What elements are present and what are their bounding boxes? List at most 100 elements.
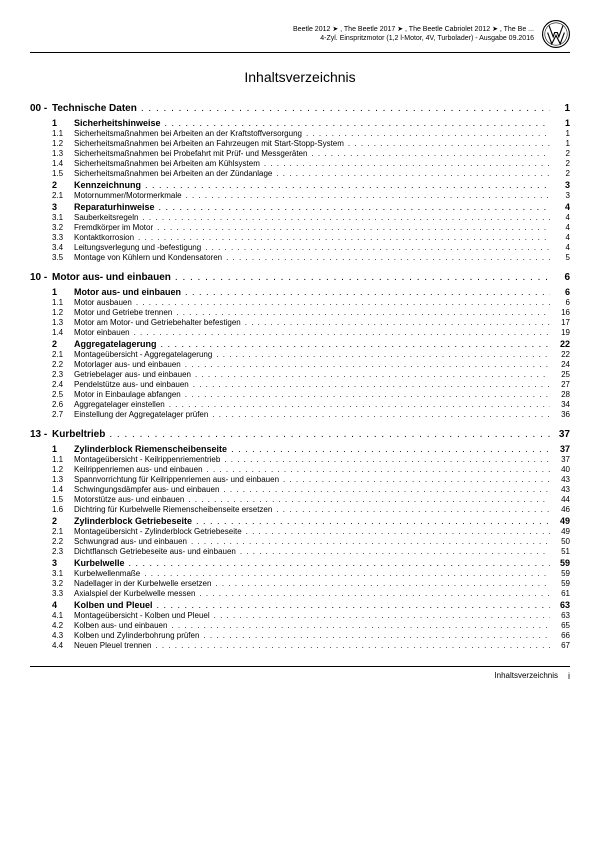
leader-dots: . . . . . . . . . . . . . . . . . . . . … xyxy=(185,287,550,297)
chapter-label: Kurbeltrieb xyxy=(52,429,109,440)
page-footer: Inhaltsverzeichnis i xyxy=(30,666,570,681)
entry-number: 2.3 xyxy=(52,547,74,556)
leader-dots: . . . . . . . . . . . . . . . . . . . . … xyxy=(193,380,550,389)
leader-dots: . . . . . . . . . . . . . . . . . . . . … xyxy=(276,505,550,514)
leader-dots: . . . . . . . . . . . . . . . . . . . . … xyxy=(159,202,550,212)
toc-chapter: 00 -Technische Daten. . . . . . . . . . … xyxy=(30,103,570,114)
entry-label: Motor einbauen xyxy=(74,328,134,337)
leader-dots: . . . . . . . . . . . . . . . . . . . . … xyxy=(196,516,550,526)
toc-entry: 2.2Schwungrad aus- und einbauen. . . . .… xyxy=(30,537,570,546)
leader-dots: . . . . . . . . . . . . . . . . . . . . … xyxy=(157,223,550,232)
entry-label: Axialspiel der Kurbelwelle messen xyxy=(74,589,199,598)
entry-number: 2 xyxy=(52,180,74,190)
leader-dots: . . . . . . . . . . . . . . . . . . . . … xyxy=(145,180,550,190)
entry-page: 67 xyxy=(550,641,570,650)
entry-label: Aggregatelagerung xyxy=(74,339,161,349)
entry-page: 59 xyxy=(550,569,570,578)
entry-page: 36 xyxy=(550,410,570,419)
entry-page: 37 xyxy=(550,455,570,464)
leader-dots: . . . . . . . . . . . . . . . . . . . . … xyxy=(223,485,550,494)
entry-label: Sicherheitsmaßnahmen bei Arbeiten an Fah… xyxy=(74,139,348,148)
entry-label: Montage von Kühlern und Kondensatoren xyxy=(74,253,226,262)
entry-number: 1 xyxy=(52,444,74,454)
toc-entry: 3.2Nadellager in der Kurbelwelle ersetze… xyxy=(30,579,570,588)
entry-number: 1.1 xyxy=(52,129,74,138)
entry-label: Motorlager aus- und einbauen xyxy=(74,360,185,369)
entry-number: 3.2 xyxy=(52,579,74,588)
leader-dots: . . . . . . . . . . . . . . . . . . . . … xyxy=(348,139,550,148)
chapter-page: 1 xyxy=(550,103,570,114)
entry-number: 1.4 xyxy=(52,328,74,337)
leader-dots: . . . . . . . . . . . . . . . . . . . . … xyxy=(231,444,550,454)
entry-label: Getriebelager aus- und einbauen xyxy=(74,370,195,379)
chapter-page: 6 xyxy=(550,272,570,283)
entry-number: 4.4 xyxy=(52,641,74,650)
toc-section: 4Kolben und Pleuel. . . . . . . . . . . … xyxy=(30,600,570,610)
entry-number: 3.3 xyxy=(52,589,74,598)
toc-entry: 1.4Schwingungsdämpfer aus- und einbauen.… xyxy=(30,485,570,494)
entry-number: 2.2 xyxy=(52,537,74,546)
toc-entry: 3.3Axialspiel der Kurbelwelle messen. . … xyxy=(30,589,570,598)
entry-number: 3.1 xyxy=(52,569,74,578)
leader-dots: . . . . . . . . . . . . . . . . . . . . … xyxy=(155,641,550,650)
leader-dots: . . . . . . . . . . . . . . . . . . . . … xyxy=(185,390,550,399)
toc-entry: 4.4Neuen Pleuel trennen. . . . . . . . .… xyxy=(30,641,570,650)
toc-section: 3Kurbelwelle. . . . . . . . . . . . . . … xyxy=(30,558,570,568)
toc-entry: 1.1Sicherheitsmaßnahmen bei Arbeiten an … xyxy=(30,129,570,138)
page-container: Beetle 2012 ➤ , The Beetle 2017 ➤ , The … xyxy=(0,0,600,701)
entry-page: 34 xyxy=(550,400,570,409)
footer-page-number: i xyxy=(568,671,570,681)
entry-label: Spannvorrichtung für Keilrippenriemen au… xyxy=(74,475,283,484)
entry-label: Kolben und Pleuel xyxy=(74,600,157,610)
toc-entry: 2.4Pendelstütze aus- und einbauen. . . .… xyxy=(30,380,570,389)
entry-label: Sicherheitshinweise xyxy=(74,118,165,128)
leader-dots: . . . . . . . . . . . . . . . . . . . . … xyxy=(264,159,550,168)
toc-entry: 3.3Kontaktkorrosion. . . . . . . . . . .… xyxy=(30,233,570,242)
entry-number: 4.2 xyxy=(52,621,74,630)
entry-page: 27 xyxy=(550,380,570,389)
entry-label: Schwungrad aus- und einbauen xyxy=(74,537,191,546)
chapter-page: 37 xyxy=(550,429,570,440)
entry-page: 43 xyxy=(550,485,570,494)
leader-dots: . . . . . . . . . . . . . . . . . . . . … xyxy=(215,579,550,588)
toc-section: 1Zylinderblock Riemenscheibenseite. . . … xyxy=(30,444,570,454)
toc-chapter: 10 -Motor aus- und einbauen. . . . . . .… xyxy=(30,272,570,283)
toc-entry: 2.3Getriebelager aus- und einbauen. . . … xyxy=(30,370,570,379)
entry-label: Dichtring für Kurbelwelle Riemenscheiben… xyxy=(74,505,276,514)
entry-label: Motor aus- und einbauen xyxy=(74,287,185,297)
entry-number: 2 xyxy=(52,339,74,349)
entry-label: Neuen Pleuel trennen xyxy=(74,641,155,650)
toc-entry: 4.2Kolben aus- und einbauen. . . . . . .… xyxy=(30,621,570,630)
entry-number: 2.2 xyxy=(52,360,74,369)
entry-page: 4 xyxy=(550,213,570,222)
entry-label: Sicherheitsmaßnahmen bei Arbeiten an der… xyxy=(74,169,276,178)
leader-dots: . . . . . . . . . . . . . . . . . . . . … xyxy=(142,213,550,222)
entry-label: Leitungsverlegung und -befestigung xyxy=(74,243,205,252)
entry-number: 2.1 xyxy=(52,350,74,359)
entry-page: 4 xyxy=(550,223,570,232)
entry-label: Sicherheitsmaßnahmen bei Probefahrt mit … xyxy=(74,149,311,158)
entry-label: Aggregatelager einstellen xyxy=(74,400,169,409)
entry-number: 4 xyxy=(52,600,74,610)
entry-number: 1.6 xyxy=(52,505,74,514)
leader-dots: . . . . . . . . . . . . . . . . . . . . … xyxy=(175,272,550,283)
entry-page: 2 xyxy=(550,159,570,168)
toc-entry: 3.2Fremdkörper im Motor. . . . . . . . .… xyxy=(30,223,570,232)
entry-label: Nadellager in der Kurbelwelle ersetzen xyxy=(74,579,215,588)
entry-page: 5 xyxy=(550,253,570,262)
leader-dots: . . . . . . . . . . . . . . . . . . . . … xyxy=(214,611,550,620)
entry-number: 2.3 xyxy=(52,370,74,379)
entry-label: Kolben aus- und einbauen xyxy=(74,621,171,630)
entry-page: 19 xyxy=(550,328,570,337)
entry-page: 1 xyxy=(550,139,570,148)
entry-page: 1 xyxy=(550,118,570,128)
entry-number: 2.1 xyxy=(52,527,74,536)
entry-page: 37 xyxy=(550,444,570,454)
toc-entry: 1.5Sicherheitsmaßnahmen bei Arbeiten an … xyxy=(30,169,570,178)
entry-number: 1.5 xyxy=(52,169,74,178)
entry-page: 24 xyxy=(550,360,570,369)
chapter-label: Motor aus- und einbauen xyxy=(52,272,175,283)
entry-number: 2 xyxy=(52,516,74,526)
toc-entry: 1.2Keilrippenriemen aus- und einbauen. .… xyxy=(30,465,570,474)
entry-number: 1.3 xyxy=(52,475,74,484)
